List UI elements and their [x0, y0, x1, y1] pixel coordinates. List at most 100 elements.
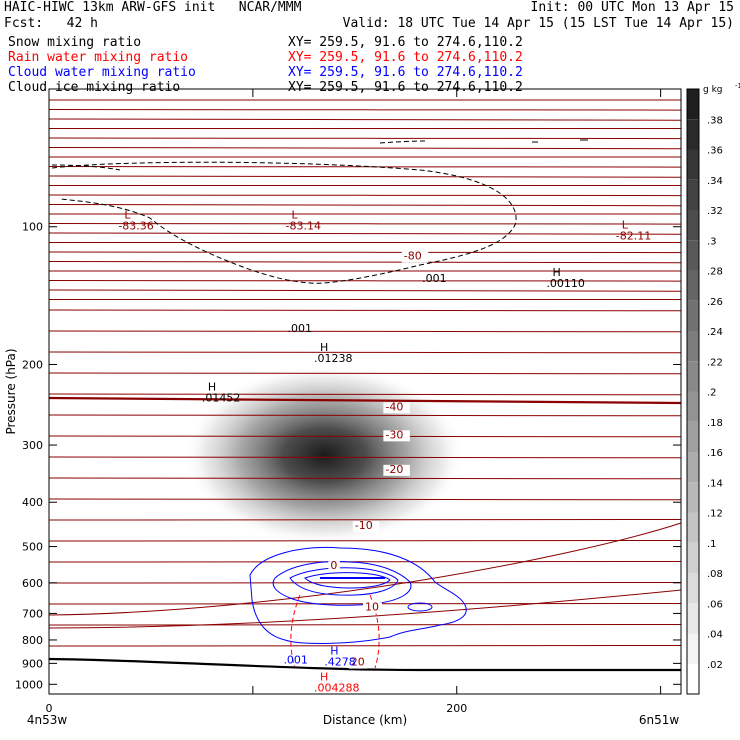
colorbar-swatch [687, 119, 699, 150]
colorbar-swatch [687, 452, 699, 483]
y-tick-label: 1000 [15, 678, 43, 691]
colorbar-label: .34 [707, 176, 723, 187]
contour-label: .001 [288, 322, 313, 335]
colorbar-swatch [687, 89, 699, 120]
colorbar-swatch [687, 149, 699, 180]
x-axis-label: Distance (km) [323, 713, 407, 727]
isotherm-label-bg [348, 657, 368, 669]
extremum-value: -82.11 [616, 230, 651, 243]
y-axis-label: Pressure (hPa) [4, 348, 18, 434]
isotherm-line [48, 498, 682, 501]
isotherm-line [48, 624, 682, 626]
y-tick-label: 200 [22, 358, 43, 371]
colorbar-label: .22 [707, 357, 723, 368]
legend-rain: Rain water mixing ratio [8, 50, 189, 65]
colorbar-label: .18 [707, 418, 723, 429]
isotherm-label: -30 [385, 428, 403, 441]
colorbar-label: .04 [707, 630, 723, 641]
colorbar-label: .08 [707, 569, 723, 580]
snow-contour-001 [51, 164, 121, 171]
extremum-mark: L [622, 219, 629, 232]
isotherm-line [48, 519, 682, 521]
isotherm-line [48, 147, 682, 150]
legend-cloud-ice: Cloud ice mixing ratio [8, 80, 181, 95]
isotherm-line [48, 540, 682, 542]
colorbar-swatch [687, 421, 699, 452]
isotherm-label-bg [383, 464, 410, 476]
colorbar-label: .36 [707, 146, 723, 157]
isotherm-zero-line [48, 396, 682, 405]
colorbar-label: .12 [707, 509, 723, 520]
extremum-mark: H [552, 266, 560, 279]
isotherm-line [48, 372, 682, 375]
extremum-value: .01452 [202, 392, 241, 405]
colorbar-swatch [687, 240, 699, 271]
colorbar-frame [686, 88, 700, 695]
isotherm-line [48, 435, 682, 438]
rain-water-contour [290, 594, 301, 669]
extremum-value: .4278 [324, 655, 356, 668]
isotherm-line [48, 561, 682, 563]
isotherm-label-bg [363, 602, 382, 614]
y-tick-label: 600 [22, 577, 43, 590]
xy-snow: XY= 259.5, 91.6 to 274.6,110.2 [288, 35, 523, 50]
isotherm-line [48, 582, 682, 584]
y-tick-label: 500 [22, 541, 43, 554]
extremum-mark: H [320, 341, 328, 354]
isotherm-line [48, 261, 682, 264]
legend-cloud-water: Cloud water mixing ratio [8, 65, 196, 80]
isotherm-label: -80 [404, 250, 422, 263]
rain-water-contour [369, 594, 380, 669]
colorbar-swatch [687, 542, 699, 573]
y-tick-label: 400 [22, 496, 43, 509]
x-tick-label: 0 [46, 702, 53, 715]
xy-rain: XY= 259.5, 91.6 to 274.6,110.2 [288, 50, 523, 65]
isotherm-label: 10 [365, 601, 379, 614]
colorbar-label: .16 [707, 448, 723, 459]
y-tick-label: 700 [22, 607, 43, 620]
cloud-water-contour [304, 572, 391, 589]
colorbar-swatch [687, 391, 699, 422]
isotherm-line [48, 522, 682, 616]
isotherm-line [48, 589, 682, 629]
colorbar-swatch [687, 270, 699, 301]
x-end-label-right: 6n51w [639, 713, 680, 727]
colorbar-swatch [687, 573, 699, 604]
isotherm-line [48, 309, 682, 312]
colorbar-label: .24 [707, 327, 723, 338]
colorbar-swatch [687, 603, 699, 634]
isotherm-line [48, 351, 682, 354]
isotherm-line [48, 137, 682, 140]
extremum-mark: L [291, 209, 298, 222]
isotherm-label: -20 [385, 463, 403, 476]
isotherm-line [48, 109, 682, 111]
y-tick-label: 800 [22, 634, 43, 647]
isotherm-label: -40 [385, 400, 403, 413]
isotherm-line [48, 232, 682, 235]
isotherm-label-bg [352, 521, 380, 533]
extremum-value: .004288 [314, 681, 360, 694]
extremum-value: -83.36 [118, 220, 153, 233]
legend-snow: Snow mixing ratio [8, 35, 142, 50]
colorbar-unit-superscript: -1 [735, 82, 740, 90]
colorbar-label: .32 [707, 206, 723, 217]
isotherm-line [48, 280, 682, 282]
isotherm-line [48, 477, 682, 480]
isotherm-line [48, 330, 682, 333]
cloud-water-contour [249, 547, 467, 644]
colorbar-label: .38 [707, 115, 723, 126]
snow-contour-001 [379, 140, 426, 144]
y-tick-label: 100 [22, 221, 43, 234]
colorbar-label: .02 [707, 660, 723, 671]
header-forecast: Fcst: 42 h [4, 16, 98, 31]
colorbar-swatch [687, 482, 699, 513]
colorbar-label: .3 [707, 236, 717, 247]
colorbar-swatch [687, 331, 699, 362]
cloud-water-contour [289, 567, 399, 596]
isotherm-line [48, 289, 682, 292]
snow-contour-001 [532, 139, 588, 143]
isotherm-line [48, 204, 682, 207]
isotherm-line [48, 251, 682, 254]
isotherm-line [48, 223, 682, 225]
